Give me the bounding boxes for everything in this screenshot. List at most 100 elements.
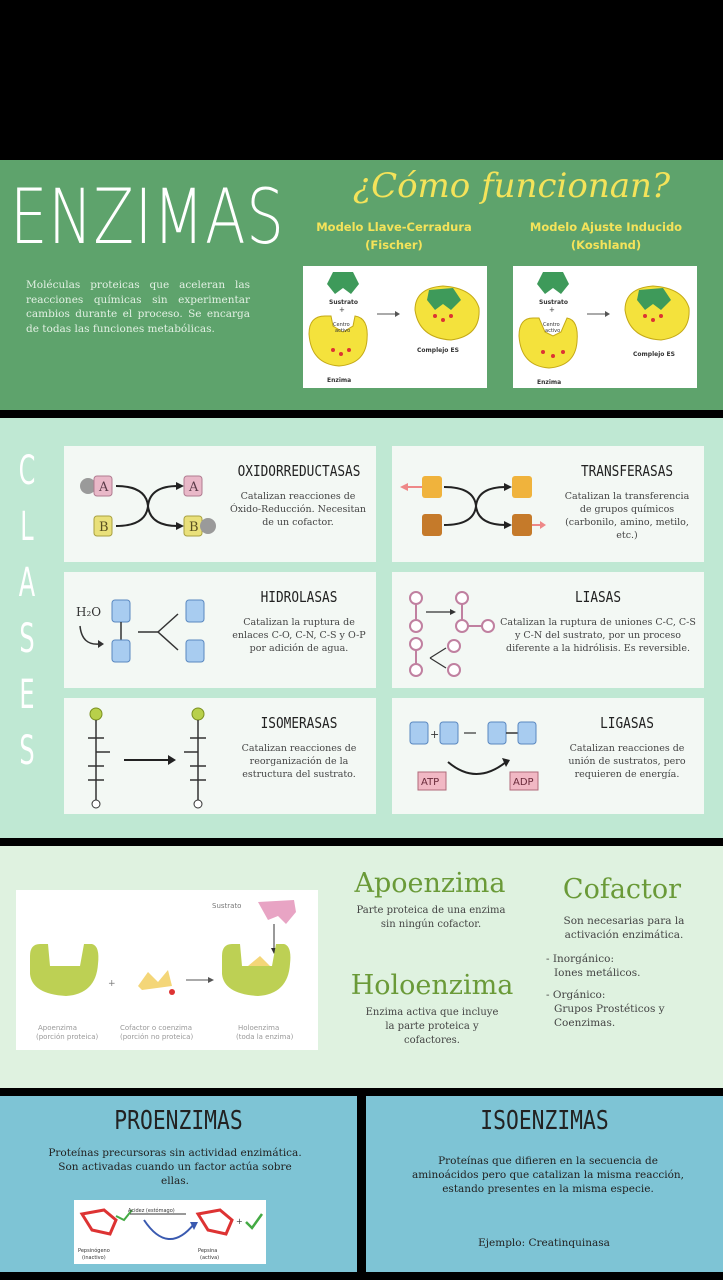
- pepsinogen-label: Pepsinógeno: [78, 1247, 110, 1254]
- holoenzima-desc: Enzima activa que incluye la parte prote…: [365, 1007, 499, 1046]
- pepsin-label: Pepsina: [198, 1248, 217, 1254]
- isomerasas-title: ISOMERASAS: [260, 714, 338, 732]
- pepsinogen-shape: [79, 1208, 118, 1236]
- letter-b: B: [189, 520, 199, 535]
- model1-name: Modelo Llave-Cerradura: [316, 220, 472, 234]
- es-complex-label-2: Complejo ES: [633, 351, 675, 358]
- es-complex-substrate-2: [637, 288, 671, 310]
- liasas-title: LIASAS: [574, 588, 622, 606]
- substrate-label-mid: Sustrato: [212, 902, 241, 910]
- enzyme-shape: [308, 315, 368, 367]
- transfer-icon: [400, 476, 546, 536]
- hidrolasas-desc: Catalizan la ruptura de enlaces C-O, C-N…: [232, 617, 366, 654]
- oxidorreductasas-desc: Catalizan reacciones de Óxido-Reducción.…: [229, 491, 367, 528]
- model2-author: (Koshland): [570, 238, 642, 252]
- lock-key-svg: Sustrato + Centro activo Enzima Complejo…: [308, 272, 480, 384]
- oxidoreduction-icon: A B A B: [80, 475, 216, 537]
- ligasas-desc: Catalizan reacciones de unión de sustrat…: [568, 743, 686, 780]
- acidity-label: Acidez (estómago): [128, 1207, 175, 1214]
- es-complex-substrate: [427, 288, 461, 310]
- apo-caption-2: (porción proteica): [36, 1033, 99, 1041]
- proenzimas-desc: Proteínas precursoras sin actividad enzi…: [48, 1147, 302, 1187]
- induced-fit-diagram: Sustrato + Centro activo Enzima Complejo…: [513, 266, 697, 388]
- how-title: ¿Cómo funcionan?: [352, 166, 671, 206]
- card-ligasas: + ATP ADP LIGASAS Catalizan reacciones d…: [392, 698, 704, 814]
- organic-label: - Orgánico:: [546, 989, 606, 1001]
- card-transferasas: TRANSFERASAS Catalizan la transferencia …: [392, 446, 704, 562]
- svg-text:+: +: [430, 728, 439, 741]
- card-oxidorreductasas: A B A B OXIDORREDUCTASAS Catalizan reacc…: [64, 446, 376, 562]
- isoenzimas-title: ISOENZIMAS: [480, 1106, 609, 1136]
- active-site-label-1: Centro: [333, 322, 350, 328]
- svg-text:+: +: [108, 979, 116, 989]
- proenzimas-title: PROENZIMAS: [114, 1106, 243, 1136]
- pepsinogen-diagram: Acidez (estómago) + Pepsinógeno (inactiv…: [74, 1200, 266, 1264]
- substrate-label: Sustrato: [329, 299, 358, 306]
- induced-fit-svg: Sustrato + Centro activo Enzima Complejo…: [518, 272, 690, 386]
- substrate-shape: [327, 272, 359, 294]
- cofactor-types: - Inorgánico: Iones metálicos. - Orgánic…: [546, 952, 706, 1030]
- apoenzima-section: Sustrato + Apoenzima (porción proteica) …: [0, 846, 723, 1088]
- model1-author: (Fischer): [365, 238, 423, 252]
- holo-caption-2: (toda la enzima): [236, 1033, 294, 1041]
- clases-letter: L: [20, 504, 34, 550]
- active-site-label-2: activo: [335, 328, 350, 334]
- transferasas-title: TRANSFERASAS: [580, 462, 674, 480]
- substrate-shape-2: [537, 272, 569, 294]
- cofactor-title: Cofactor: [562, 874, 682, 905]
- pepsinogen-state: (inactivo): [82, 1255, 106, 1261]
- isoenzimas-example: Ejemplo: Creatinquinasa: [478, 1237, 610, 1249]
- card-isomerasas: ISOMERASAS Catalizan reacciones de reorg…: [64, 698, 376, 814]
- header-section: ENZIMAS Moléculas proteicas que aceleran…: [0, 160, 723, 410]
- svg-text:+: +: [339, 306, 345, 314]
- ligasas-title: LIGASAS: [600, 714, 654, 732]
- cof-caption-1: Cofactor o coenzima: [120, 1024, 192, 1032]
- oxidorreductasas-title: OXIDORREDUCTASAS: [237, 462, 361, 480]
- letter-a: A: [188, 480, 199, 495]
- model1-label: Modelo Llave-Cerradura (Fischer): [294, 218, 494, 254]
- isoenzimas-section: ISOENZIMAS Proteínas que difieren en la …: [366, 1096, 723, 1272]
- isoenzimas-desc: Proteínas que difieren en la secuencia d…: [411, 1155, 685, 1195]
- pepsinogen-svg: Acidez (estómago) + Pepsinógeno (inactiv…: [78, 1207, 264, 1261]
- liasas-desc: Catalizan la ruptura de uniones C-C, C-S…: [500, 617, 696, 654]
- enzyme-label: Enzima: [327, 377, 351, 384]
- letter-b: B: [99, 520, 109, 535]
- apoenzima-title: Apoenzima: [354, 868, 506, 899]
- atp-label: ATP: [421, 777, 439, 788]
- hidrolasas-title: HIDROLASAS: [260, 588, 338, 606]
- transferasas-desc: Catalizan la transferencia de grupos quí…: [564, 491, 690, 541]
- clases-letter: S: [19, 616, 35, 662]
- letter-a: A: [98, 480, 109, 495]
- clases-letter: C: [18, 448, 36, 494]
- cof-caption-2: (porción no proteica): [120, 1033, 193, 1041]
- proenzimas-section: PROENZIMAS Proteínas precursoras sin act…: [0, 1096, 357, 1272]
- apo-caption-1: Apoenzima: [38, 1024, 77, 1032]
- clases-letter: A: [18, 560, 36, 606]
- holo-caption-1: Holoenzima: [238, 1024, 279, 1032]
- isomerasas-desc: Catalizan reacciones de reorganización d…: [241, 743, 357, 780]
- adp-label: ADP: [513, 777, 534, 788]
- organic-value: Grupos Prostéticos y Coenzimas.: [554, 1003, 665, 1029]
- apoenzyme-shape: [30, 944, 99, 996]
- svg-text:+: +: [549, 306, 555, 314]
- apoenzima-desc: Parte proteica de una enzima sin ningún …: [356, 905, 506, 930]
- clases-section: C L A S E S A B A B OXIDORREDUCTASAS Cat…: [0, 418, 723, 838]
- active-site-label-2a: Centro: [543, 322, 560, 328]
- svg-text:+: +: [236, 1217, 243, 1226]
- inorganic-label: - Inorgánico:: [546, 953, 614, 965]
- isomerization-icon: [88, 707, 206, 809]
- holoenzima-title: Holoenzima: [350, 970, 514, 1001]
- ligase-icon: + ATP ADP: [409, 721, 539, 791]
- lyase-icon: [409, 591, 495, 677]
- main-title: ENZIMAS: [10, 172, 285, 261]
- holoenzyme-svg: Sustrato + Apoenzima (porción proteica) …: [30, 900, 296, 1041]
- cofactor-shape: [138, 970, 172, 990]
- pepsin-shape: [195, 1208, 234, 1236]
- enzyme-shape-2: [518, 317, 578, 369]
- holoenzyme-shape: [222, 944, 291, 996]
- cofactor-desc: Son necesarias para la activación enzimá…: [563, 915, 685, 941]
- holoenzyme-diagram: Sustrato + Apoenzima (porción proteica) …: [16, 890, 318, 1050]
- card-liasas: LIASAS Catalizan la ruptura de uniones C…: [392, 572, 704, 688]
- es-complex-label: Complejo ES: [417, 347, 459, 354]
- clases-vertical-title: C L A S E S: [12, 448, 42, 784]
